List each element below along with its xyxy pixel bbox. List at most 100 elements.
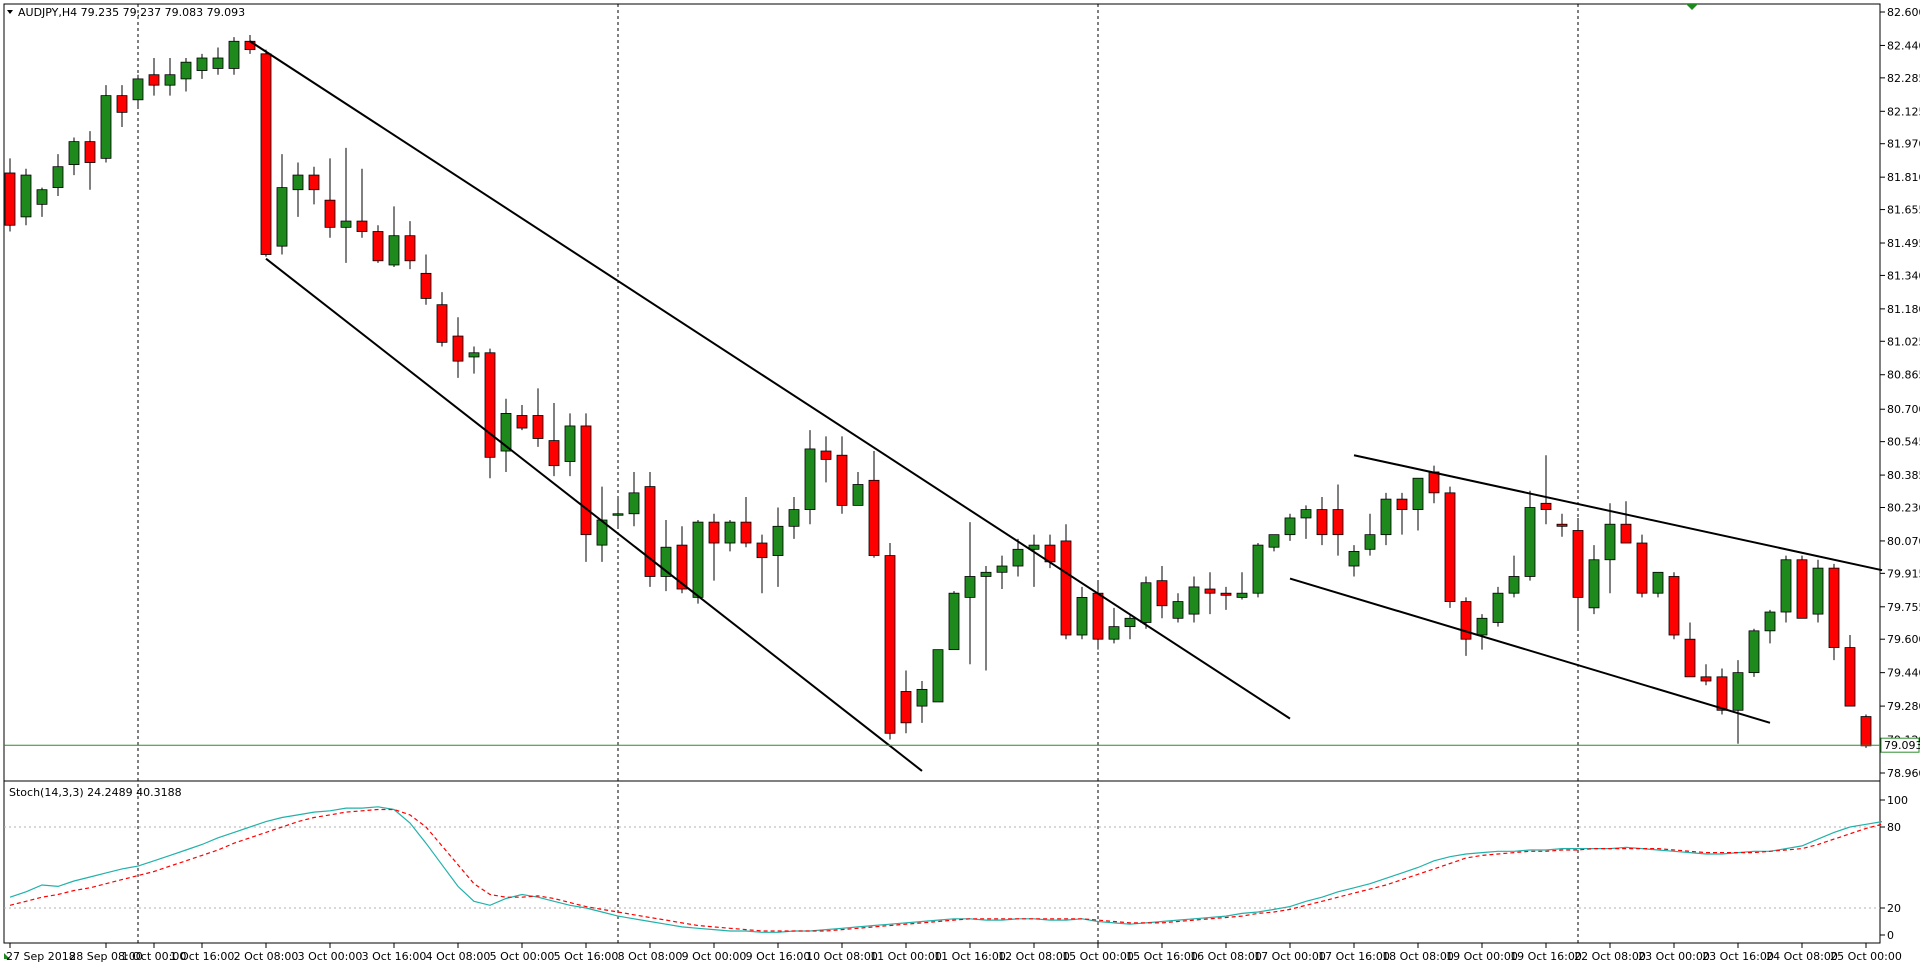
bull-candle — [1492, 592, 1504, 623]
bull-candle — [276, 187, 288, 247]
price-tick-label: 80.385 — [1887, 469, 1920, 482]
bear-candle — [260, 53, 272, 255]
bid-price-label: 79.093 — [1884, 739, 1920, 752]
bull-candle — [500, 413, 512, 452]
price-tick-label: 79.280 — [1887, 700, 1920, 713]
bull-candle — [1172, 601, 1184, 619]
time-tick-label: 19 Oct 16:00 — [1510, 950, 1582, 963]
bull-candle — [788, 509, 800, 527]
time-tick-label: 5 Oct 16:00 — [554, 950, 619, 963]
time-tick-label: 12 Oct 08:00 — [998, 950, 1070, 963]
time-tick-label: 19 Oct 00:00 — [1446, 950, 1518, 963]
bull-candle — [1508, 576, 1520, 594]
time-tick-label: 3 Oct 16:00 — [362, 950, 427, 963]
bull-candle — [628, 492, 640, 515]
price-tick-label: 80.230 — [1887, 501, 1920, 514]
time-tick-label: 24 Oct 08:00 — [1766, 950, 1838, 963]
bull-candle — [52, 166, 64, 189]
bull-candle — [180, 61, 192, 80]
bull-candle — [228, 40, 240, 69]
time-tick-label: 28 Sep 08:00 — [69, 950, 142, 963]
time-tick-label: 23 Oct 00:00 — [1638, 950, 1710, 963]
bear-candle — [1204, 588, 1216, 594]
bull-candle — [1364, 534, 1376, 550]
bear-candle — [1844, 647, 1856, 707]
bear-candle — [1332, 509, 1344, 536]
bear-candle — [1428, 471, 1440, 494]
trendlines[interactable] — [249, 40, 1883, 772]
bull-candle — [852, 484, 864, 506]
bull-candle — [1236, 592, 1248, 598]
bear-candle — [1620, 523, 1632, 544]
time-tick-label: 25 Oct 00:00 — [1830, 950, 1902, 963]
price-tick-label: 81.025 — [1887, 335, 1920, 348]
menu-arrow-icon[interactable] — [7, 10, 13, 14]
price-tick-label: 79.755 — [1887, 601, 1920, 614]
bull-candle — [724, 521, 736, 544]
bear-candle — [1092, 592, 1104, 640]
stoch-lines — [9, 806, 1883, 933]
price-tick-label: 80.545 — [1887, 436, 1920, 449]
bull-candle — [612, 513, 624, 516]
bear-candle — [820, 450, 832, 460]
bull-candle — [1140, 582, 1152, 623]
bear-candle — [884, 555, 896, 734]
time-tick-label: 3 Oct 00:00 — [298, 950, 363, 963]
bull-candle — [1348, 550, 1360, 567]
time-tick-label: 23 Oct 16:00 — [1702, 950, 1774, 963]
time-tick-label: 5 Oct 00:00 — [490, 950, 555, 963]
stoch-header: Stoch(14,3,3) 24.2489 40.3188 — [9, 786, 182, 799]
bull-candle — [948, 592, 960, 651]
shift-marker-icon[interactable] — [1686, 4, 1698, 10]
trendline[interactable] — [249, 40, 1291, 720]
bull-candle — [100, 95, 112, 159]
bull-candle — [468, 352, 480, 358]
bear-candle — [1156, 580, 1168, 607]
bull-candle — [1300, 509, 1312, 519]
time-tick-label: 10 Oct 08:00 — [806, 950, 878, 963]
bull-candle — [772, 525, 784, 556]
time-tick-label: 16 Oct 08:00 — [1190, 950, 1262, 963]
bull-candle — [932, 649, 944, 703]
bear-candle — [708, 521, 720, 544]
time-tick-label: 15 Oct 00:00 — [1062, 950, 1134, 963]
bull-candle — [20, 174, 32, 218]
time-tick-label: 11 Oct 16:00 — [934, 950, 1006, 963]
bear-candle — [308, 174, 320, 191]
bear-candle — [484, 352, 496, 458]
bull-candle — [1524, 507, 1536, 577]
bear-candle — [1572, 530, 1584, 598]
corner-marker-icon — [4, 953, 10, 959]
bear-candle — [532, 415, 544, 439]
time-tick-label: 9 Oct 16:00 — [746, 950, 811, 963]
time-tick-label: 17 Oct 00:00 — [1254, 950, 1326, 963]
bull-candle — [1412, 477, 1424, 510]
bull-candle — [1652, 571, 1664, 594]
stoch-signal-line — [9, 808, 1883, 932]
stoch-panel-frame — [3, 780, 1881, 944]
trendline[interactable] — [1353, 454, 1883, 572]
bull-candle — [1732, 672, 1744, 711]
bear-candle — [548, 440, 560, 467]
bear-candle — [148, 74, 160, 86]
bear-candle — [4, 172, 16, 226]
bull-candle — [1028, 544, 1040, 550]
trendline[interactable] — [1289, 577, 1771, 724]
bull-candle — [1764, 611, 1776, 632]
price-tick-label: 82.125 — [1887, 105, 1920, 118]
bear-candle — [356, 220, 368, 232]
bull-candle — [1780, 559, 1792, 613]
trendline[interactable] — [265, 257, 923, 772]
bull-candle — [1748, 630, 1760, 674]
symbol-header: AUDJPY,H4 79.235 79.237 79.083 79.093 — [18, 6, 245, 19]
time-tick-label: 17 Oct 16:00 — [1318, 950, 1390, 963]
stoch-main-line — [9, 806, 1883, 933]
bull-candle — [1812, 567, 1824, 615]
bear-candle — [900, 691, 912, 724]
bear-candle — [836, 454, 848, 506]
price-tick-label: 78.960 — [1887, 767, 1920, 780]
bid-price-tag — [1880, 737, 1920, 753]
price-tick-label: 80.070 — [1887, 535, 1920, 548]
stoch-tick-label: 80 — [1887, 821, 1901, 834]
bull-candle — [1124, 617, 1136, 628]
